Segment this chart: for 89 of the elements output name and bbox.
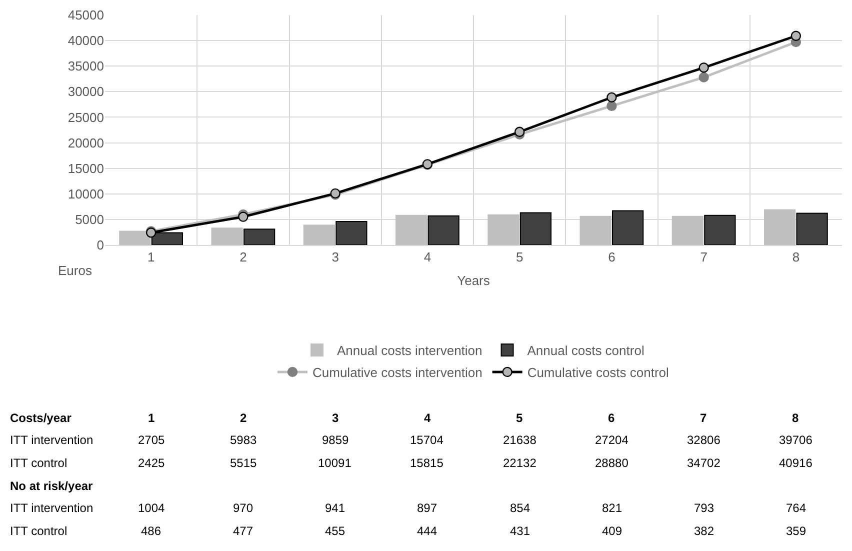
text: 793 [694, 501, 714, 515]
data-label: 34702 [687, 456, 721, 470]
data-label: 22132 [503, 456, 537, 470]
text: 854 [510, 501, 530, 515]
legend-label: Annual costs control [527, 343, 644, 358]
data-label: 40916 [779, 456, 813, 470]
bar [243, 228, 276, 245]
bar [211, 228, 243, 245]
point [790, 30, 802, 41]
bar [520, 212, 552, 245]
bar [336, 220, 368, 245]
text: 486 [141, 524, 162, 538]
legend-label: Cumulative costs intervention [312, 365, 482, 380]
data-label: 2425 [138, 456, 166, 470]
point [238, 212, 248, 222]
legend-label: Annual costs intervention [337, 343, 482, 358]
text: 941 [325, 501, 346, 515]
text: ITT control [10, 456, 68, 470]
x-tick-label: 2 [240, 250, 247, 265]
text: 477 [233, 524, 254, 538]
legend-label: Cumulative costs control [527, 365, 670, 380]
category-label: 3 [332, 411, 339, 425]
text: ITT control [10, 524, 68, 538]
x-tick-label: 8 [792, 250, 800, 265]
point [514, 126, 525, 137]
bar [672, 216, 704, 245]
data-label: 9859 [322, 433, 350, 447]
text: 382 [694, 524, 714, 538]
data-label: 27204 [595, 433, 629, 447]
x-tick-label: 5 [516, 250, 524, 265]
category-label: 7 [700, 411, 707, 425]
y-tick-label: 40000 [68, 33, 104, 48]
y-tick-label: 45000 [68, 8, 104, 23]
text: 431 [510, 524, 530, 538]
bar [303, 224, 336, 245]
data-label: 32806 [687, 433, 721, 447]
bar [580, 216, 612, 245]
y-tick-label: 15000 [68, 160, 104, 176]
y-tick-label: 0 [96, 238, 104, 253]
y-tick-label: 10000 [68, 186, 104, 202]
x-tick-label: 3 [332, 250, 339, 265]
text: 1004 [138, 501, 166, 515]
y-axis-title: Euros [58, 263, 92, 278]
category-label: 2 [240, 411, 247, 425]
bar [764, 209, 796, 245]
data-label: 39706 [779, 433, 813, 447]
text: 409 [602, 524, 622, 538]
text: 764 [786, 501, 806, 515]
x-tick-label: 4 [424, 250, 432, 265]
y-tick-label: 20000 [68, 135, 104, 150]
y-tick-label: 25000 [68, 110, 104, 125]
bar [612, 210, 644, 245]
point [698, 62, 709, 73]
bar [704, 214, 736, 245]
text: 455 [325, 524, 346, 538]
bar [488, 214, 520, 245]
text: Costs/year [10, 411, 72, 425]
text: 359 [786, 524, 806, 538]
data-label: 15704 [410, 433, 444, 447]
text: No at risk/year [10, 479, 94, 493]
text: 897 [417, 501, 438, 515]
category-label: 5 [516, 411, 523, 425]
data-label: 21638 [503, 433, 537, 447]
text: 821 [602, 501, 622, 515]
data-label: 15815 [410, 456, 444, 470]
data-label: 28880 [595, 456, 629, 470]
text: 970 [233, 501, 254, 515]
bar [796, 212, 828, 245]
category-label: 4 [424, 411, 431, 425]
y-tick-label: 5000 [75, 212, 104, 227]
y-tick-label: 30000 [68, 84, 104, 100]
text: 444 [417, 524, 438, 538]
point [606, 92, 617, 102]
text: ITT intervention [10, 501, 94, 515]
x-tick-label: 1 [147, 250, 155, 265]
x-tick-label: 6 [608, 250, 616, 265]
text: ITT intervention [10, 433, 94, 447]
bar [396, 214, 428, 245]
category-label: 8 [792, 411, 799, 425]
data-label: 5983 [230, 433, 258, 447]
bar [428, 215, 460, 245]
category-label: 6 [608, 411, 615, 425]
data-label: 10091 [318, 456, 352, 470]
category-label: 1 [148, 411, 155, 425]
data-label: 5515 [230, 456, 258, 470]
x-axis-title: Years [457, 273, 490, 288]
data-label: 2705 [138, 433, 166, 447]
y-tick-label: 35000 [68, 58, 104, 74]
x-tick-label: 7 [700, 250, 708, 265]
